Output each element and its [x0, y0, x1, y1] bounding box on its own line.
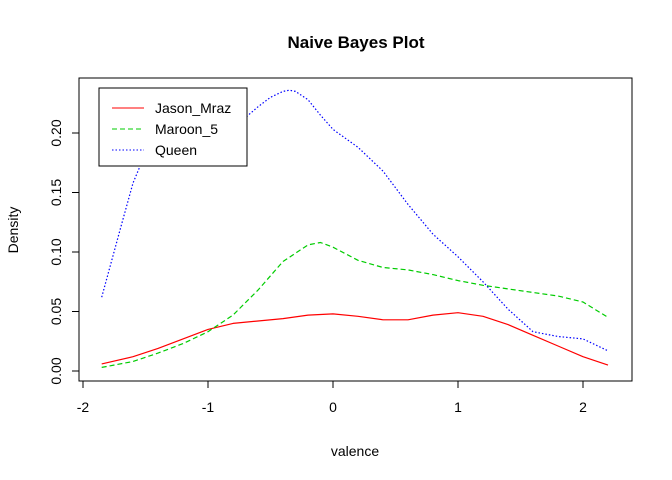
y-tick-label: 0.15 [48, 179, 64, 206]
series-line-maroon-5 [101, 241, 609, 368]
x-tick-label: 2 [579, 399, 587, 415]
legend-label-queen: Queen [155, 142, 197, 158]
x-tick-label: -2 [77, 399, 90, 415]
y-tick-label: 0.20 [48, 119, 64, 146]
x-tick-label: 1 [454, 399, 462, 415]
y-tick-label: 0.00 [48, 357, 64, 384]
series-line-queen [101, 89, 609, 352]
legend-box [98, 87, 248, 167]
legend-label-maroon-5: Maroon_5 [155, 121, 218, 137]
y-axis-label: Density [5, 207, 21, 254]
y-axis: 0.00 0.05 0.10 0.15 0.20 [48, 119, 80, 385]
x-axis-label: valence [331, 443, 379, 459]
x-tick-label: -1 [202, 399, 215, 415]
x-axis: -2 -1 0 1 2 [77, 380, 587, 415]
x-tick-label: 0 [329, 399, 337, 415]
y-tick-label: 0.05 [48, 298, 64, 325]
legend: Jason_Mraz Maroon_5 Queen [98, 87, 248, 167]
legend-label-jason-mraz: Jason_Mraz [155, 100, 231, 116]
series-line-jason-mraz [101, 312, 609, 366]
y-tick-label: 0.10 [48, 238, 64, 265]
chart-title: Naive Bayes Plot [287, 33, 424, 52]
series-layer [101, 89, 609, 368]
